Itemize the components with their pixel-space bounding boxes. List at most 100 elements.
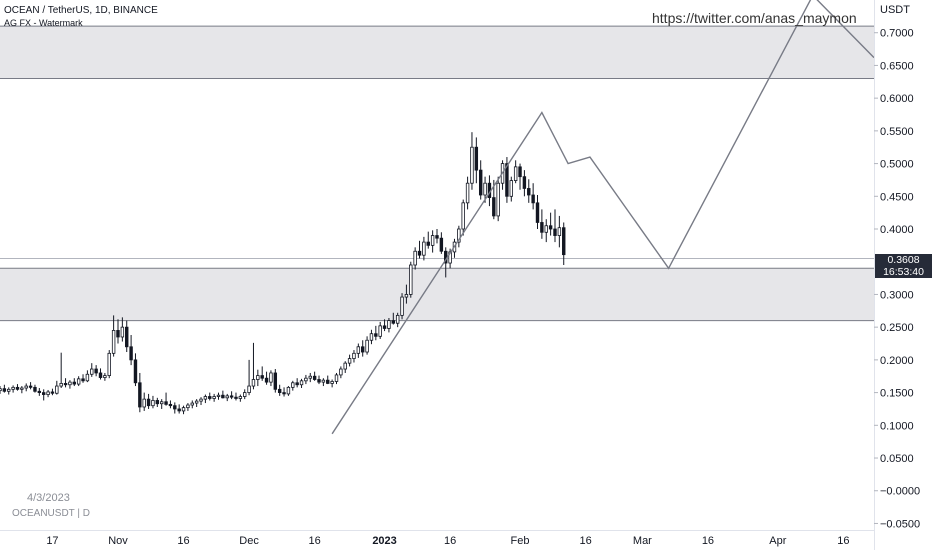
candle-body (277, 388, 282, 393)
candle-body (395, 314, 400, 324)
candle-countdown: 16:53:40 (883, 266, 924, 278)
candle-body (422, 241, 426, 256)
candle-body (470, 146, 474, 184)
candle-body (286, 386, 291, 395)
time-tick-label: 16 (837, 535, 849, 547)
candle-body (544, 225, 548, 233)
candle-body (382, 325, 387, 329)
projection-path (331, 0, 875, 435)
zone-0 (0, 26, 874, 79)
candle-body (496, 182, 500, 217)
time-tick-label: 16 (579, 535, 591, 547)
price-tick-label: −0.0000 (880, 486, 920, 498)
candle-body (63, 383, 68, 386)
candle-body (194, 400, 199, 404)
candle-body (435, 235, 439, 239)
candle-body (0, 388, 2, 392)
candle-body (334, 374, 339, 382)
candle-body (400, 296, 404, 316)
date-watermark: 4/3/2023 (27, 492, 70, 504)
candle-body (374, 333, 378, 337)
candle-body (308, 375, 312, 379)
candle-body (225, 395, 229, 399)
candle-body (7, 388, 11, 392)
candle-body (299, 380, 304, 386)
watermark-link: https://twitter.com/anas_maymon (652, 10, 857, 26)
candle-body (55, 385, 59, 394)
candle-body (474, 146, 479, 171)
candle-body (430, 235, 435, 246)
price-axis[interactable]: 0.7000 0.6500 0.6000 0.5500 0.5000 0.4500 0.40… (874, 28, 920, 531)
price-axis-unit[interactable]: USDT (880, 4, 910, 16)
candle-body (15, 386, 20, 390)
candle-body (11, 386, 15, 390)
candle-body (321, 379, 326, 383)
candle-body (387, 320, 391, 329)
candle-body (129, 346, 133, 361)
candle-body (72, 381, 77, 385)
candle-body (304, 377, 308, 382)
candle-body (291, 382, 295, 388)
candle-body (247, 385, 251, 393)
candle-body (347, 358, 352, 364)
zone-1 (0, 268, 874, 321)
price-tick-label: 0.3000 (880, 289, 914, 301)
candle-body (535, 202, 540, 223)
candle-body (116, 330, 120, 338)
price-tick-label: 0.0500 (880, 453, 914, 465)
candle-body (478, 169, 483, 196)
time-tick-label: 16 (702, 535, 714, 547)
candle-body (360, 346, 365, 353)
candle-body (212, 396, 216, 399)
candle-body (216, 394, 221, 397)
indicator-label[interactable]: AG FX - Watermark (4, 18, 83, 28)
chart-header: OCEAN / TetherUS, 1D, BINANCE AG FX - Wa… (4, 4, 158, 30)
price-tick-label: 0.1500 (880, 388, 914, 400)
price-tick-label: 0.1000 (880, 420, 914, 432)
candle-body (256, 375, 260, 380)
candle-body (76, 378, 81, 385)
candle-body (2, 388, 7, 392)
candle-body (85, 373, 90, 382)
time-tick-label: Feb (511, 535, 530, 547)
candle-body (24, 385, 28, 389)
candle-body (41, 392, 46, 395)
candle-body (238, 396, 243, 399)
candle-body (20, 387, 24, 390)
candle-body (326, 379, 330, 384)
candle-body (312, 375, 317, 380)
candle-body (282, 392, 286, 395)
candle-body (107, 352, 111, 376)
symbol-watermark: OCEANUSDT | D (12, 508, 90, 519)
candle-body (125, 326, 129, 348)
candle-body (409, 264, 413, 295)
candle-body (68, 381, 72, 386)
candle-body (159, 401, 164, 405)
candle-body (527, 188, 531, 196)
candle-body (562, 227, 566, 256)
symbol-title[interactable]: OCEAN / TetherUS, 1D, BINANCE (4, 5, 158, 16)
candle-body (509, 180, 514, 197)
candle-body (391, 320, 396, 324)
candle-body (94, 368, 98, 374)
candle-body (186, 404, 190, 409)
candle-body (343, 362, 347, 370)
candle-body (465, 182, 470, 204)
candle-body (103, 375, 107, 378)
candle-body (90, 368, 94, 375)
candle-body (518, 166, 522, 178)
price-tick-label: 0.4000 (880, 224, 914, 236)
candle-body (33, 386, 37, 392)
candle-body (369, 333, 374, 341)
time-axis[interactable]: Oct17Nov16Dec16202316Feb16Mar16Apr16 (0, 535, 850, 547)
candle-body (203, 396, 208, 400)
candle-body (356, 346, 361, 354)
candle-body (426, 241, 430, 246)
candle-body (330, 381, 334, 384)
candle-body (352, 352, 356, 359)
candle-body (142, 398, 146, 408)
candle-body (133, 359, 138, 384)
price-tick-label: 0.4500 (880, 191, 914, 203)
time-tick-label: 2023 (372, 535, 396, 547)
